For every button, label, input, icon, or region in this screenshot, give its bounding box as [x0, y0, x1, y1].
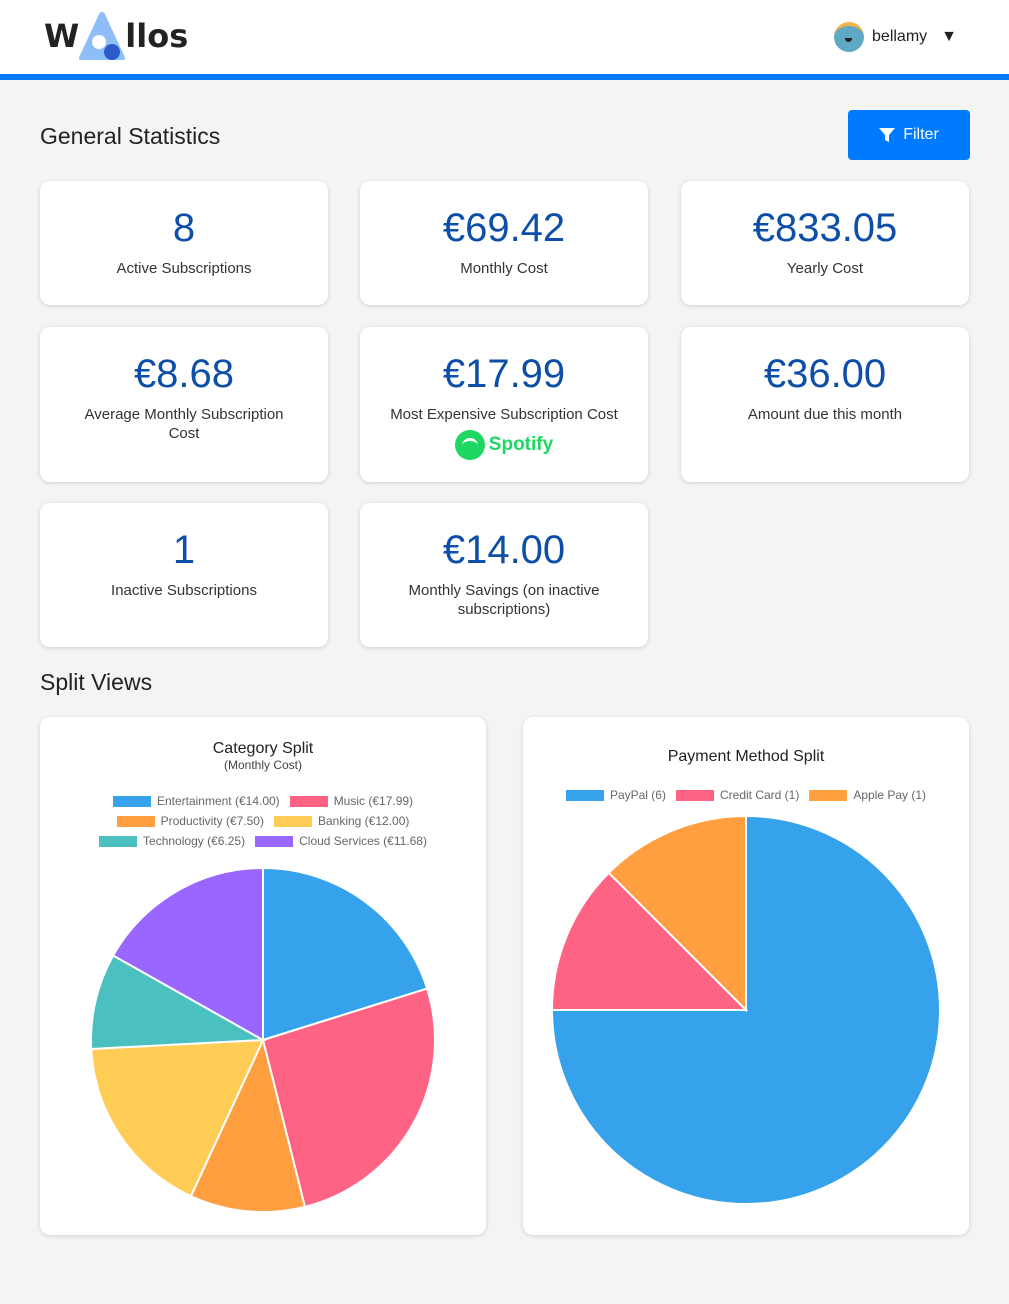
chart-title: Payment Method Split [667, 748, 825, 765]
wallos-logo[interactable]: W llos [44, 12, 188, 60]
stat-card-active: 8 Active Subscriptions [40, 181, 328, 305]
pie-slice[interactable] [607, 814, 747, 1013]
legend-swatch [675, 790, 714, 802]
logo-icon [79, 12, 126, 60]
logo-text: llos [125, 17, 189, 55]
legend-label: Technology (€6.25) [143, 834, 246, 848]
stat-label: Active Subscriptions [116, 260, 252, 277]
pie-slice[interactable] [550, 814, 941, 1205]
user-menu[interactable]: bellamy ▼ [834, 22, 957, 52]
filter-label: Filter [903, 126, 939, 143]
legend-label: Entertainment (€14.00) [156, 794, 280, 808]
stat-label: Yearly Cost [786, 260, 864, 277]
spotify-logo: Spotify [360, 430, 648, 460]
legend-label: Credit Card (1) [719, 788, 800, 802]
pie-slice[interactable] [111, 866, 264, 1042]
stat-card-savings: €14.00 Monthly Savings (on inactive subsc… [360, 503, 648, 647]
legend-item[interactable]: Apple Pay (1) [809, 788, 926, 802]
legend-label: Cloud Services (€11.68) [299, 834, 427, 848]
legend-swatch [289, 796, 328, 808]
pie-slice[interactable] [90, 1038, 265, 1198]
split-views-title: Split Views [40, 669, 153, 695]
legend-swatch [273, 816, 312, 828]
logo-text: W [44, 17, 80, 55]
general-statistics-title: General Statistics [40, 123, 221, 149]
stat-value: 1 [172, 528, 196, 572]
category-split-card: Category Split (Monthly Cost) Entertainm… [40, 717, 486, 1235]
chart-title: Category Split [212, 740, 314, 757]
pie-slice[interactable] [550, 871, 749, 1011]
stat-value: €14.00 [442, 528, 566, 572]
stat-card-due: €36.00 Amount due this month [681, 327, 969, 482]
legend-label: Banking (€12.00) [317, 814, 410, 828]
legend-swatch [809, 790, 848, 802]
legend-item[interactable]: Cloud Services (€11.68) [255, 834, 427, 848]
chart-legend: Entertainment (€14.00) Music (€17.99) Prod… [90, 794, 436, 848]
legend-swatch [255, 836, 294, 848]
stat-label: Monthly Savings (on inactive subscriptio… [408, 582, 600, 618]
spotify-icon [454, 430, 485, 460]
legend-swatch [112, 796, 151, 808]
stat-card-inactive: 1 Inactive Subscriptions [40, 503, 328, 647]
pie-slice[interactable] [262, 866, 429, 1042]
payment-split-card: Payment Method Split PayPal (6) Credit Ca… [523, 717, 969, 1235]
username: bellamy [872, 28, 928, 45]
stat-label: Amount due this month [747, 406, 903, 423]
legend-label: Productivity (€7.50) [160, 814, 264, 828]
stat-value: €17.99 [442, 352, 566, 396]
stat-card-yearly: €833.05 Yearly Cost [681, 181, 969, 305]
stat-value: €833.05 [752, 206, 898, 250]
stat-label: Inactive Subscriptions [111, 582, 257, 599]
stat-label: Most Expensive Subscription Cost [390, 406, 618, 423]
stat-label: Average Monthly Subscription Cost [84, 406, 284, 442]
legend-item[interactable]: Credit Card (1) [675, 788, 800, 802]
legend-label: Apple Pay (1) [853, 788, 927, 802]
legend-item[interactable]: Music (€17.99) [289, 794, 414, 808]
pie-slice[interactable] [261, 987, 436, 1209]
pie-slice[interactable] [189, 1037, 307, 1213]
stat-card-most-expensive: €17.99 Most Expensive Subscription Cost S… [360, 327, 648, 482]
legend-item[interactable]: PayPal (6) [565, 788, 666, 802]
avatar [834, 22, 865, 52]
legend-swatch [116, 816, 155, 828]
stat-value: €69.42 [442, 206, 566, 250]
stat-label: Monthly Cost [460, 260, 548, 277]
legend-item[interactable]: Technology (€6.25) [99, 834, 245, 848]
stat-card-average: €8.68 Average Monthly Subscription Cost [40, 327, 328, 482]
stat-value: 8 [172, 206, 196, 250]
legend-item[interactable]: Productivity (€7.50) [116, 814, 264, 828]
legend-item[interactable]: Banking (€12.00) [273, 814, 410, 828]
legend-item[interactable]: Entertainment (€14.00) [112, 794, 280, 808]
top-header: W llos bellamy ▼ [0, 0, 1009, 80]
filter-button[interactable]: Filter [848, 110, 970, 160]
spotify-text: Spotify [488, 434, 554, 455]
legend-swatch [99, 836, 138, 848]
chart-legend: PayPal (6) Credit Card (1) Apple Pay (1) [543, 788, 949, 802]
legend-swatch [565, 790, 604, 802]
legend-label: Music (€17.99) [333, 794, 414, 808]
legend-label: PayPal (6) [609, 788, 666, 802]
dropdown-arrow-icon: ▼ [941, 28, 957, 45]
stat-value: €8.68 [133, 352, 235, 396]
stat-card-monthly: €69.42 Monthly Cost [360, 181, 648, 305]
chart-subtitle: (Monthly Cost) [223, 758, 303, 772]
stat-value: €36.00 [763, 352, 887, 396]
filter-icon [879, 128, 896, 142]
pie-slice[interactable] [90, 954, 267, 1050]
